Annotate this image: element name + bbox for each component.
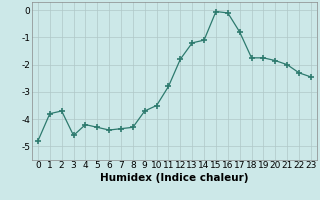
X-axis label: Humidex (Indice chaleur): Humidex (Indice chaleur) (100, 173, 249, 183)
